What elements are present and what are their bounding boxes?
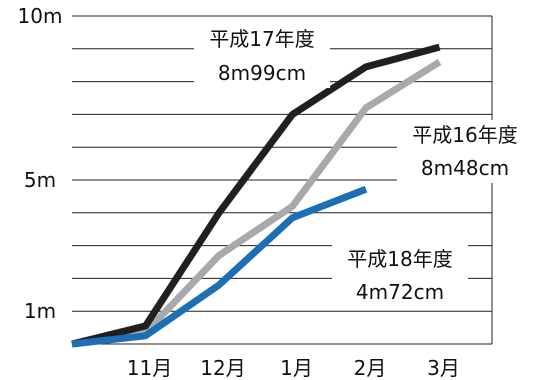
series-value-label: 8m99cm	[218, 61, 306, 85]
x-tick-label: 11月	[127, 356, 172, 380]
x-tick-label: 1月	[280, 356, 313, 380]
series-label-box	[194, 24, 330, 88]
series-line	[71, 43, 441, 348]
x-tick-label: 2月	[354, 356, 387, 380]
series-label-box	[332, 244, 468, 307]
y-tick-label: 5m	[24, 168, 56, 192]
y-axis-ticks: 1m 5m 10m	[18, 4, 63, 323]
series-name-label: 平成18年度	[347, 247, 452, 271]
series-value-label: 4m72cm	[356, 280, 444, 304]
x-tick-label: 3月	[427, 356, 460, 380]
series-name-label: 平成17年度	[209, 27, 314, 51]
series-name-label: 平成16年度	[412, 123, 517, 147]
series-labels: 平成17年度 8m99cm 平成16年度 8m48cm 平成18年度 4m72cm	[194, 24, 533, 307]
series-line	[71, 185, 368, 348]
series-value-label: 8m48cm	[421, 156, 509, 180]
y-tick-label: 1m	[24, 299, 56, 323]
y-tick-label: 10m	[18, 4, 63, 28]
series-lines	[71, 43, 442, 348]
series-label-box	[397, 120, 533, 183]
x-axis-ticks: 11月 12月 1月 2月 3月	[127, 356, 460, 380]
x-tick-label: 12月	[200, 356, 245, 380]
